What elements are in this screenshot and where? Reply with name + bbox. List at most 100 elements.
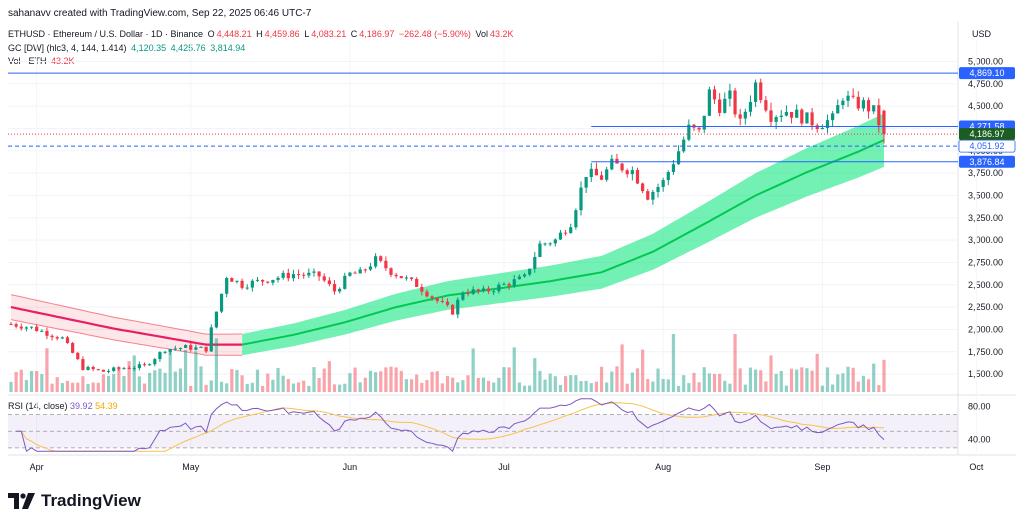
- candle-body: [40, 330, 44, 332]
- volume-bar: [743, 384, 747, 392]
- volume-bar: [296, 382, 301, 392]
- volume-bar: [635, 368, 640, 392]
- volume-bar: [19, 369, 23, 392]
- volume-bar: [373, 372, 378, 392]
- price-tick-label: 2,500.00: [968, 280, 1003, 290]
- price-level-tag: [959, 128, 1015, 141]
- candle-body: [55, 337, 59, 339]
- candle-body: [240, 280, 244, 288]
- candle-body: [563, 232, 568, 234]
- volume-bar: [476, 377, 480, 392]
- volume-bar: [60, 383, 64, 392]
- close-value: 4,186.97: [359, 29, 395, 39]
- symbol-title[interactable]: ETHUSD · Ethereum / U.S. Dollar · 1D · B…: [8, 29, 204, 39]
- rsi-indicator-label[interactable]: RSI (14, close): [8, 401, 68, 411]
- volume-bar: [692, 372, 696, 392]
- candle-body: [250, 280, 254, 288]
- volume-bar: [327, 361, 331, 392]
- volume-bar: [415, 374, 419, 392]
- currency-label[interactable]: USD: [972, 29, 992, 39]
- candle-body: [142, 364, 147, 366]
- volume-bar: [225, 383, 229, 392]
- price-level-tag: [959, 155, 1015, 168]
- candle-body: [599, 175, 604, 180]
- volume-bar: [24, 380, 29, 392]
- candle-body: [748, 101, 753, 112]
- candle-body: [646, 191, 650, 200]
- volume-bar: [728, 383, 732, 392]
- volume-bar: [194, 351, 198, 392]
- volume-bar: [589, 383, 593, 392]
- gc-indicator-label[interactable]: GC [DW] (hlc3, 4, 144, 1.414): [8, 43, 127, 53]
- candle-body: [45, 330, 49, 336]
- candle-body: [753, 82, 758, 102]
- volume-bar: [189, 385, 193, 392]
- volume-bar: [769, 355, 773, 392]
- time-tick-label: Jun: [343, 462, 358, 472]
- volume-bar: [35, 371, 39, 392]
- brand-name: TradingView: [41, 491, 141, 510]
- volume-bar: [594, 381, 599, 392]
- candle-body: [687, 124, 691, 140]
- candle-body: [574, 210, 578, 228]
- candle-body: [127, 368, 131, 370]
- volume-bar: [163, 372, 167, 392]
- candle-body: [245, 287, 249, 289]
- volume-bar: [841, 373, 845, 392]
- candle-body: [24, 327, 29, 329]
- candle-body: [286, 272, 290, 279]
- time-tick-label: Oct: [969, 462, 984, 472]
- volume-bar: [641, 349, 645, 392]
- volume-bar: [569, 375, 573, 392]
- candle-body: [846, 95, 850, 101]
- volume-bar: [353, 367, 357, 392]
- volume-bar: [425, 380, 429, 392]
- price-level-value: 4,271.58: [969, 122, 1004, 132]
- time-tick-label: Jul: [498, 462, 510, 472]
- candle-body: [635, 170, 640, 184]
- volume-bar: [204, 384, 208, 392]
- candle-body: [528, 268, 532, 275]
- volume-bar: [548, 373, 552, 392]
- candle-body: [60, 337, 64, 339]
- candle-body: [553, 239, 557, 244]
- candle-body: [615, 158, 619, 164]
- candle-body: [707, 89, 711, 116]
- volume-bar: [307, 385, 311, 392]
- candle-body: [65, 337, 70, 344]
- candle-body: [163, 351, 167, 353]
- volume-bar: [784, 385, 789, 392]
- candle-body: [122, 368, 126, 370]
- candle-body: [841, 100, 845, 106]
- candle-body: [132, 368, 136, 370]
- candle-body: [451, 304, 455, 315]
- volume-bar: [605, 382, 609, 392]
- candle-body: [266, 281, 270, 283]
- volume-bar: [528, 385, 532, 392]
- candle-body: [630, 170, 634, 175]
- candle-body: [856, 96, 860, 109]
- volume-bar: [620, 344, 624, 392]
- volume-bar: [235, 369, 239, 392]
- candle-body: [610, 158, 614, 170]
- candle-body: [743, 111, 747, 119]
- volume-bar: [148, 372, 152, 392]
- volume-bar: [368, 370, 373, 392]
- tradingview-logo[interactable]: TradingView: [8, 491, 141, 511]
- candle-body: [651, 191, 655, 200]
- volume-bar: [271, 379, 275, 392]
- rsi-line: [16, 398, 885, 453]
- time-tick-label: Sep: [814, 462, 830, 472]
- volume-bar: [846, 366, 850, 392]
- candle-body: [728, 90, 732, 99]
- candle-body: [620, 163, 624, 171]
- volume-bar: [81, 376, 85, 392]
- candle-body: [866, 100, 871, 112]
- candle-body: [409, 277, 414, 279]
- ohlc-legend: ETHUSD · Ethereum / U.S. Dollar · 1D · B…: [8, 29, 515, 39]
- candle-body: [317, 271, 321, 277]
- volume-bar: [676, 385, 681, 392]
- volume-bar: [466, 375, 470, 392]
- candle-body: [29, 326, 34, 328]
